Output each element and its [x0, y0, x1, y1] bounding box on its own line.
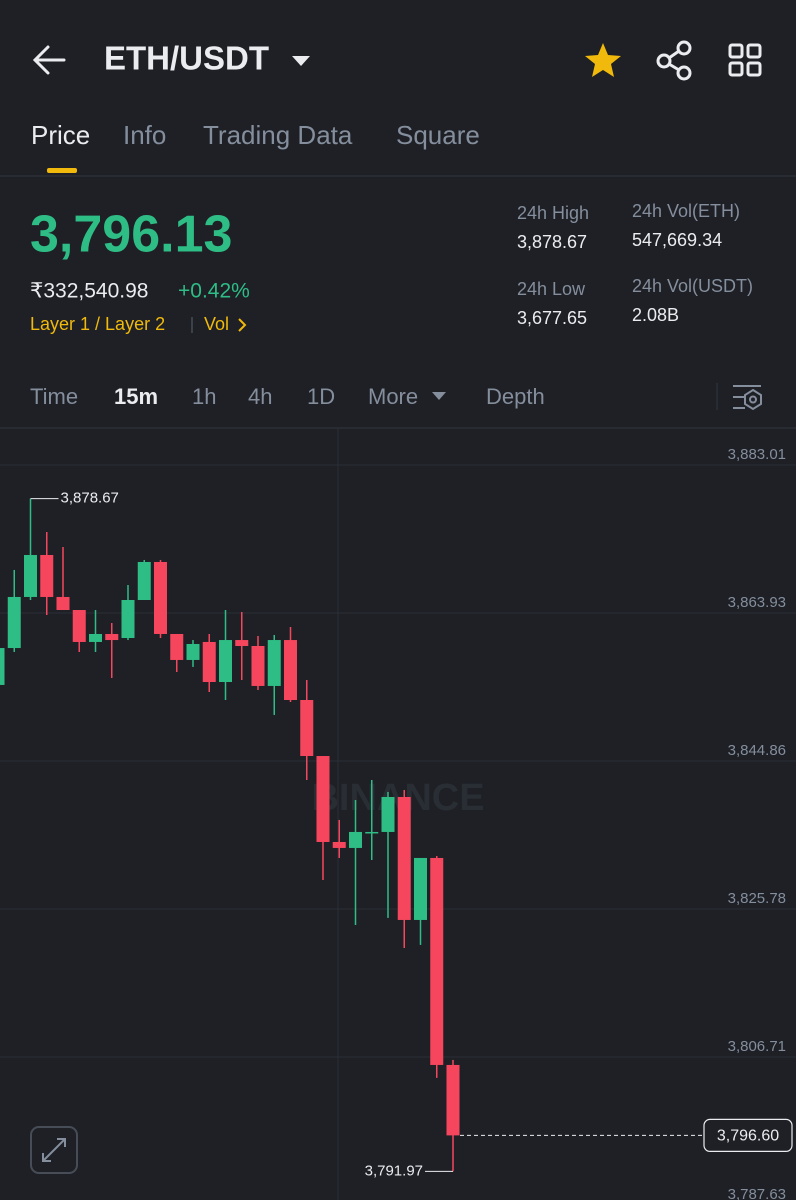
candle-body — [0, 648, 5, 685]
candle-body — [105, 633, 119, 641]
candle-body — [235, 640, 249, 647]
stat-value: 3,677.65 — [517, 308, 587, 328]
candle-body — [24, 555, 37, 597]
interval-tab[interactable]: 1D — [307, 384, 335, 409]
share-button[interactable] — [656, 40, 692, 81]
tab[interactable]: Price — [31, 120, 90, 150]
candle-body — [251, 646, 265, 686]
last-price-box — [703, 1118, 793, 1152]
candle-body — [154, 561, 167, 634]
candle-body — [316, 756, 330, 842]
candle-body — [170, 633, 184, 660]
candle-body — [300, 700, 314, 757]
interval-tab[interactable]: 4h — [248, 384, 272, 409]
tab[interactable]: Square — [396, 120, 480, 150]
stat-value: 547,669.34 — [632, 230, 722, 250]
y-tick-label: 3,863.93 — [728, 594, 786, 611]
local-price: ₹332,540.98 — [30, 280, 148, 303]
vol-link[interactable]: Vol — [204, 314, 229, 334]
candle-body — [89, 633, 102, 642]
candle-body — [137, 561, 151, 601]
candle-body — [7, 596, 21, 649]
y-tick-label: 3,883.01 — [728, 446, 786, 463]
chart-settings-button[interactable] — [733, 385, 762, 411]
high-marker-label: 3,878.67 — [61, 490, 119, 507]
candle-body — [72, 610, 86, 642]
last-price-label: 3,796.60 — [717, 1128, 779, 1145]
interval-tab[interactable]: Depth — [486, 384, 545, 409]
candle-body — [202, 641, 216, 683]
candle-body — [397, 796, 411, 920]
candle-body — [430, 857, 444, 1065]
candle-body — [56, 596, 70, 611]
candle-body — [219, 640, 232, 683]
y-tick-label: 3,844.86 — [728, 742, 786, 759]
more-dropdown[interactable] — [432, 392, 446, 400]
back-button[interactable] — [32, 45, 66, 75]
expand-button[interactable] — [30, 1126, 78, 1174]
tab[interactable]: Info — [123, 120, 166, 150]
tag-link[interactable]: Layer 1 / Layer 2 — [30, 314, 165, 334]
last-price: 3,796.13 — [30, 206, 232, 264]
candle-body — [349, 831, 362, 848]
candle-body — [121, 600, 135, 639]
candlestick-chart: BINANCE3,883.013,863.933,844.863,825.783… — [0, 428, 796, 1200]
interval-tab[interactable]: Time — [30, 384, 78, 409]
candle-body — [446, 1064, 460, 1136]
y-tick-label: 3,806.71 — [728, 1038, 786, 1055]
candle-body — [381, 796, 395, 832]
candle-body — [414, 857, 427, 920]
stat-label: 24h Vol(ETH) — [632, 201, 740, 221]
tab-indicator — [47, 168, 77, 173]
candle-body — [284, 640, 297, 701]
stat-label: 24h High — [517, 203, 589, 223]
interval-tab[interactable]: More — [368, 384, 418, 409]
interval-tab[interactable]: 1h — [192, 384, 216, 409]
y-tick-label: 3,825.78 — [728, 890, 786, 907]
y-tick-label: 3,787.63 — [728, 1186, 786, 1200]
stat-value: 3,878.67 — [517, 232, 587, 252]
stat-label: 24h Low — [517, 279, 586, 299]
candle-body — [267, 640, 281, 686]
pair-title[interactable]: ETH/USDT — [104, 40, 269, 77]
tab[interactable]: Trading Data — [203, 120, 353, 150]
price-change: +0.42% — [178, 280, 250, 303]
interval-tab[interactable]: 15m — [114, 384, 158, 409]
stat-value: 2.08B — [632, 305, 679, 325]
chevron-icon — [238, 318, 247, 332]
low-marker-label: 3,791.97 — [365, 1162, 423, 1179]
candle-body — [365, 831, 379, 834]
pair-dropdown[interactable] — [292, 56, 310, 66]
favorite-star[interactable] — [585, 43, 621, 77]
candle-body — [186, 643, 200, 660]
candle-body — [332, 841, 346, 848]
stat-label: 24h Vol(USDT) — [632, 276, 753, 296]
candle-body — [40, 555, 54, 597]
menu-grid-button[interactable] — [728, 43, 762, 77]
